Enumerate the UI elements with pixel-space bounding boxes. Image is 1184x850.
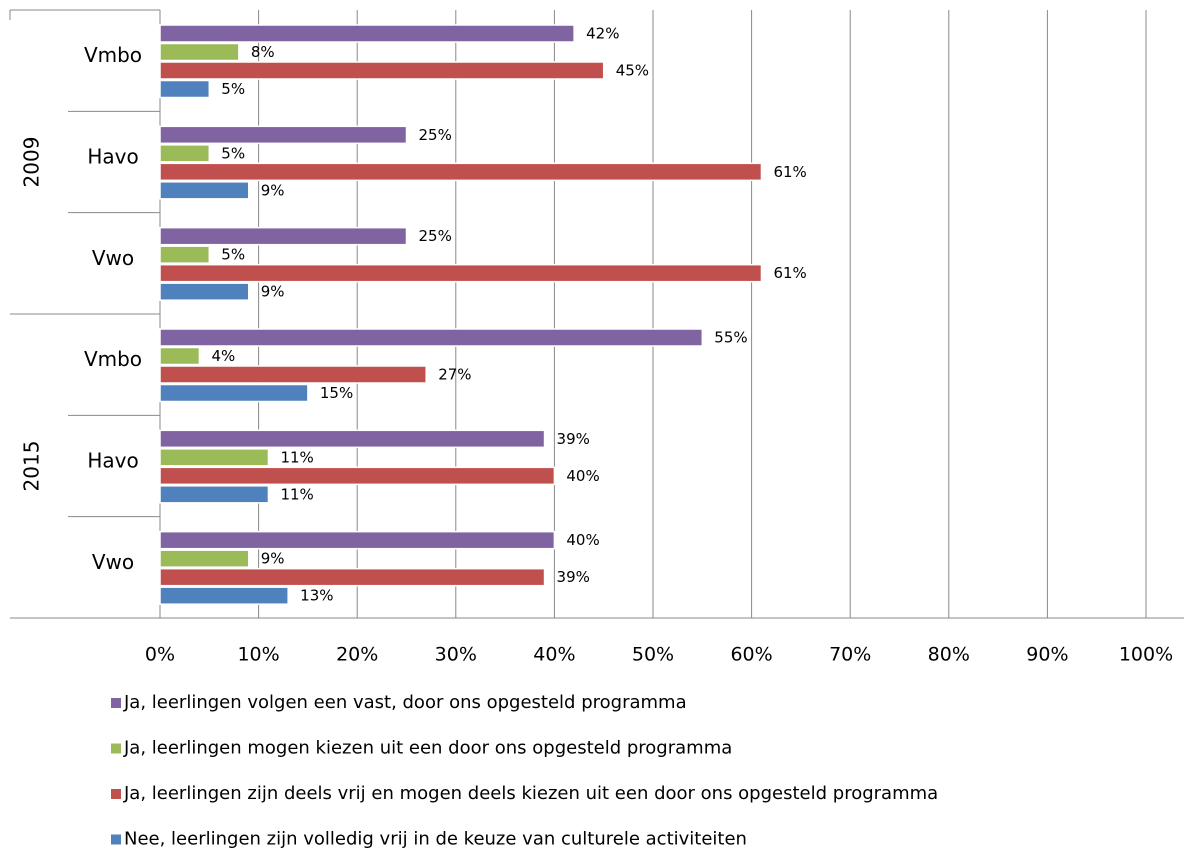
x-tick-label: 30% xyxy=(435,644,477,666)
legend-label: Nee, leerlingen zijn volledig vrij in de… xyxy=(124,829,747,850)
x-tick-label: 90% xyxy=(1026,644,1068,666)
bar xyxy=(159,530,556,550)
bar xyxy=(159,383,309,403)
bar xyxy=(159,282,250,301)
data-label: 40% xyxy=(566,467,599,485)
data-label: 15% xyxy=(320,384,353,402)
x-tick-label: 60% xyxy=(730,644,772,666)
x-tick-label: 80% xyxy=(928,644,970,666)
data-label: 4% xyxy=(211,347,235,365)
data-label: 61% xyxy=(773,163,806,181)
bar xyxy=(159,181,250,200)
legend-swatch xyxy=(111,743,121,754)
legend-label: Ja, leerlingen zijn deels vrij en mogen … xyxy=(123,783,938,804)
legend-swatch xyxy=(111,789,121,799)
data-label: 39% xyxy=(557,430,590,448)
data-label: 9% xyxy=(261,181,285,199)
bar xyxy=(159,365,427,384)
data-label: 25% xyxy=(419,126,452,144)
bar xyxy=(159,429,546,449)
data-label: 55% xyxy=(714,329,747,347)
bar xyxy=(159,24,575,43)
data-label: 11% xyxy=(280,448,313,466)
category-label: Vwo xyxy=(92,550,134,574)
x-tick-label: 0% xyxy=(145,644,175,666)
x-tick-label: 10% xyxy=(237,644,279,666)
legend-label: Ja, leerlingen mogen kiezen uit een door… xyxy=(123,738,732,759)
group-label: 2009 xyxy=(20,137,44,188)
category-label: Vwo xyxy=(92,246,134,270)
bar xyxy=(159,245,211,264)
data-label: 25% xyxy=(419,227,452,245)
x-tick-label: 70% xyxy=(829,644,871,666)
category-label: Havo xyxy=(87,449,138,473)
bar xyxy=(159,466,556,486)
category-label: Vmbo xyxy=(84,43,142,67)
bar xyxy=(159,586,289,605)
data-label: 5% xyxy=(221,144,245,162)
legend-swatch xyxy=(111,698,121,708)
data-label: 45% xyxy=(616,62,649,80)
bar xyxy=(159,226,408,246)
bar xyxy=(159,263,763,283)
bar xyxy=(159,485,270,504)
data-label: 9% xyxy=(261,283,285,301)
data-label: 5% xyxy=(221,80,245,98)
bar xyxy=(159,125,408,145)
bar xyxy=(159,42,240,62)
legend-label: Ja, leerlingen volgen een vast, door ons… xyxy=(123,692,687,713)
data-label: 61% xyxy=(773,264,806,282)
bar xyxy=(159,549,250,568)
category-label: Vmbo xyxy=(84,347,142,371)
data-label: 8% xyxy=(251,43,275,61)
group-label: 2015 xyxy=(20,441,44,492)
data-label: 40% xyxy=(566,531,599,549)
data-label: 5% xyxy=(221,246,245,264)
bar xyxy=(159,448,270,467)
legend-swatch xyxy=(111,834,121,845)
x-tick-label: 40% xyxy=(533,644,575,666)
bar xyxy=(159,61,605,80)
bar xyxy=(159,162,763,182)
bar xyxy=(159,567,546,587)
x-tick-label: 50% xyxy=(632,644,674,666)
data-label: 9% xyxy=(261,550,285,568)
bar xyxy=(159,144,211,163)
data-label: 13% xyxy=(300,587,333,605)
data-label: 27% xyxy=(438,366,471,384)
bar xyxy=(159,328,704,347)
data-label: 42% xyxy=(586,25,619,43)
category-label: Havo xyxy=(87,145,138,169)
data-label: 11% xyxy=(280,485,313,503)
bar xyxy=(159,79,211,99)
data-label: 39% xyxy=(557,568,590,586)
x-tick-label: 100% xyxy=(1119,644,1173,666)
x-tick-label: 20% xyxy=(336,644,378,666)
bar xyxy=(159,346,201,366)
